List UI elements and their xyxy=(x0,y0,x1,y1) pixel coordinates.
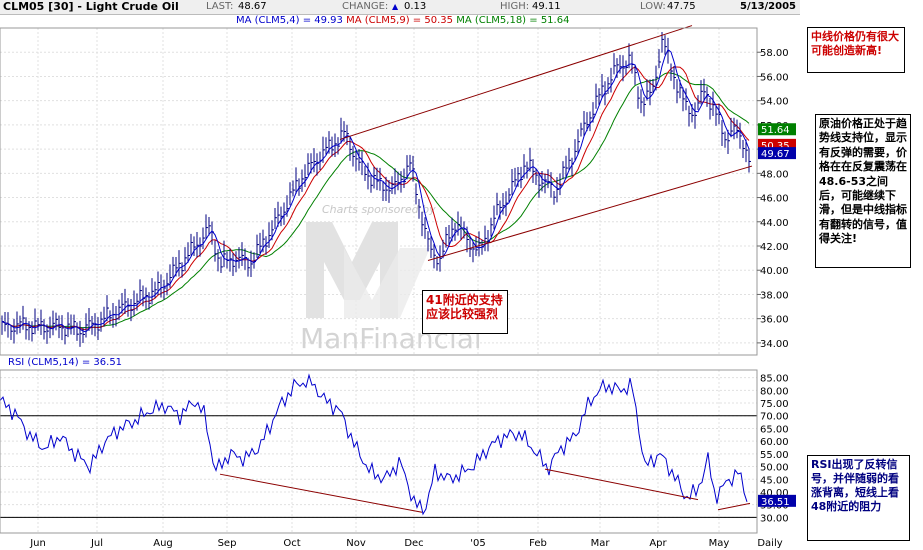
rsi-divergence-line xyxy=(219,473,423,513)
x-tick-label: Feb xyxy=(529,538,547,549)
x-tick-label: Sep xyxy=(218,538,237,549)
price-tick-label: 44.00 xyxy=(760,218,789,229)
note-support: 41附近的支持应该比较强烈 xyxy=(422,290,508,334)
price-tick-label: 38.00 xyxy=(760,290,789,301)
chart-header: CLM05 [30] - Light Crude Oil LAST: 48.67… xyxy=(0,0,800,15)
ma9-line xyxy=(1,66,750,331)
x-tick-label: Apr xyxy=(649,538,667,549)
price-tick-label: 54.00 xyxy=(760,97,789,108)
x-tick-label: May xyxy=(709,538,730,549)
rsi-grid xyxy=(0,370,757,533)
rsi-tick-label: 55.00 xyxy=(760,450,789,461)
x-tick-label: Mar xyxy=(591,538,611,549)
price-tick-label: 36.00 xyxy=(760,315,789,326)
rsi-divergence-line xyxy=(544,468,699,501)
change-value: 0.13 xyxy=(404,1,427,12)
low-value: 47.75 xyxy=(667,1,696,12)
rsi-tick-label: 45.00 xyxy=(760,475,789,486)
price-panel-frame xyxy=(0,27,758,356)
price-badge-label: 51.64 xyxy=(761,125,790,136)
x-tick-label: Dec xyxy=(404,538,423,549)
high-value: 49.11 xyxy=(532,1,561,12)
up-arrow-icon: ▲ xyxy=(392,2,399,11)
change-label: CHANGE: xyxy=(342,1,389,12)
x-tick-label: Jul xyxy=(90,538,103,549)
rsi-tick-label: 50.00 xyxy=(760,463,789,474)
rsi-tick-label: 70.00 xyxy=(760,412,789,423)
rsi-tick-label: 85.00 xyxy=(760,374,789,385)
note-rsi: RSI出现了反转信号，并伴随弱的看涨背离，短线上看48附近的阻力 xyxy=(807,455,910,541)
rsi-plot xyxy=(0,373,757,518)
price-tick-label: 34.00 xyxy=(760,339,789,350)
rsi-tick-label: 40.00 xyxy=(760,488,789,499)
rsi-tick-label: 30.00 xyxy=(760,513,789,524)
date: 5/13/2005 xyxy=(740,1,797,12)
high-label: HIGH: xyxy=(500,1,530,12)
x-tick-label: Nov xyxy=(346,538,366,549)
rsi-line xyxy=(0,373,748,516)
low-label: LOW: xyxy=(640,1,666,12)
price-tick-label: 58.00 xyxy=(760,48,789,59)
rsi-badge-label: 36.51 xyxy=(761,497,790,508)
rsi-legend: RSI (CLM5,14) = 36.51 xyxy=(8,357,123,368)
price-tick-label: 56.00 xyxy=(760,72,789,83)
axes: Jun Jul Aug Sep Oct Nov Dec '05 Feb Mar Apr May Dail… xyxy=(0,27,796,549)
price-tick-label: 48.00 xyxy=(760,169,789,180)
watermark-sponsor: Charts sponsored by xyxy=(322,203,436,216)
lower-channel-trendline xyxy=(427,165,753,262)
price-badge xyxy=(758,123,796,136)
last-label: LAST: xyxy=(206,1,234,12)
watermark: Charts sponsored by ManFinancial xyxy=(300,203,482,355)
rsi-divergence-line xyxy=(717,502,751,511)
rsi-tick-label: 75.00 xyxy=(760,399,789,410)
note-top-right: 中线价格仍有很大可能创造新高! xyxy=(807,27,905,73)
ma-legend: MA (CLM5,4) = 49.93 MA (CLM5,9) = 50.35 … xyxy=(236,15,569,26)
price-tick-label: 40.00 xyxy=(760,266,789,277)
x-tick-label: Daily xyxy=(757,538,782,549)
price-plot xyxy=(1,25,753,347)
price-badge-label: 50.35 xyxy=(761,141,790,152)
symbol-title: CLM05 [30] - Light Crude Oil xyxy=(3,0,179,13)
upper-channel-trendline xyxy=(339,25,693,140)
ma9-legend: MA (CLM5,9) = 50.35 xyxy=(346,15,453,26)
price-tick-label: 46.00 xyxy=(760,194,789,205)
rsi-tick-label: 80.00 xyxy=(760,386,789,397)
rsi-tick-label: 65.00 xyxy=(760,424,789,435)
ma18-line xyxy=(1,72,750,329)
x-tick-label: Jun xyxy=(29,538,46,549)
ma18-legend: MA (CLM5,18) = 51.64 xyxy=(456,15,570,26)
x-tick-label: Oct xyxy=(283,538,300,549)
last-value: 48.67 xyxy=(238,1,267,12)
x-tick-label: Aug xyxy=(153,538,173,549)
rsi-panel-frame xyxy=(0,369,758,534)
rsi-tick-label: 60.00 xyxy=(760,437,789,448)
price-badge-label: 49.67 xyxy=(761,149,790,160)
price-tick-label: 42.00 xyxy=(760,242,789,253)
x-tick-label: '05 xyxy=(470,538,485,549)
ma4-legend: MA (CLM5,4) = 49.93 xyxy=(236,15,343,26)
ma4-line xyxy=(1,48,750,333)
rsi-badge xyxy=(758,494,796,507)
note-mid-right: 原油价格正处于趋势线支持位，显示有反弹的需要，价格在在反复震荡在48.6-53之… xyxy=(815,114,911,268)
price-badge xyxy=(758,147,796,160)
